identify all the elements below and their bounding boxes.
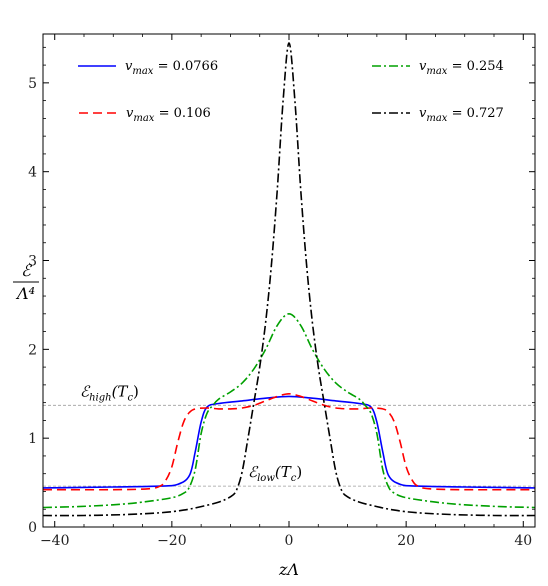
y-tick-label: 2 [28, 342, 37, 358]
y-tick-label: 5 [28, 76, 37, 92]
ticks: −40 −20 0 20 40 0 1 2 3 4 5 [28, 34, 535, 549]
series-line-2 [42, 392, 536, 491]
reference-label-low: ℰlow(Tc) [248, 463, 302, 484]
y-tick-label: 3 [28, 254, 37, 270]
legend-label-3: vmax = 0.254 [419, 59, 504, 77]
x-tick-label: 0 [285, 533, 294, 549]
x-tick-label: 20 [397, 533, 415, 549]
series-line-3 [42, 312, 536, 509]
x-axis-label: zΛ [278, 560, 299, 579]
reference-lines: ℰhigh(Tc) ℰlow(Tc) [43, 382, 535, 487]
legend: vmax = 0.0766 vmax = 0.106 vmax = 0.254 vma… [78, 59, 504, 124]
legend-label-1: vmax = 0.0766 [125, 59, 218, 77]
y-axis-label-numerator: ℰ [21, 261, 33, 280]
y-axis-label-denominator: Λ⁴ [15, 284, 35, 303]
x-tick-label: 40 [514, 533, 532, 549]
x-tick-label: −20 [157, 533, 187, 549]
legend-label-2: vmax = 0.106 [126, 106, 211, 124]
series-layer [42, 42, 536, 517]
series-line-4 [42, 42, 536, 517]
y-tick-label: 1 [28, 431, 37, 447]
legend-label-4: vmax = 0.727 [419, 106, 504, 124]
axis-labels: zΛ ℰ Λ⁴ [13, 261, 299, 579]
y-tick-label: 4 [28, 165, 37, 181]
series-line-1 [42, 395, 536, 489]
y-tick-label: 0 [28, 520, 37, 536]
reference-label-high: ℰhigh(Tc) [80, 382, 139, 403]
x-tick-label: −40 [40, 533, 70, 549]
